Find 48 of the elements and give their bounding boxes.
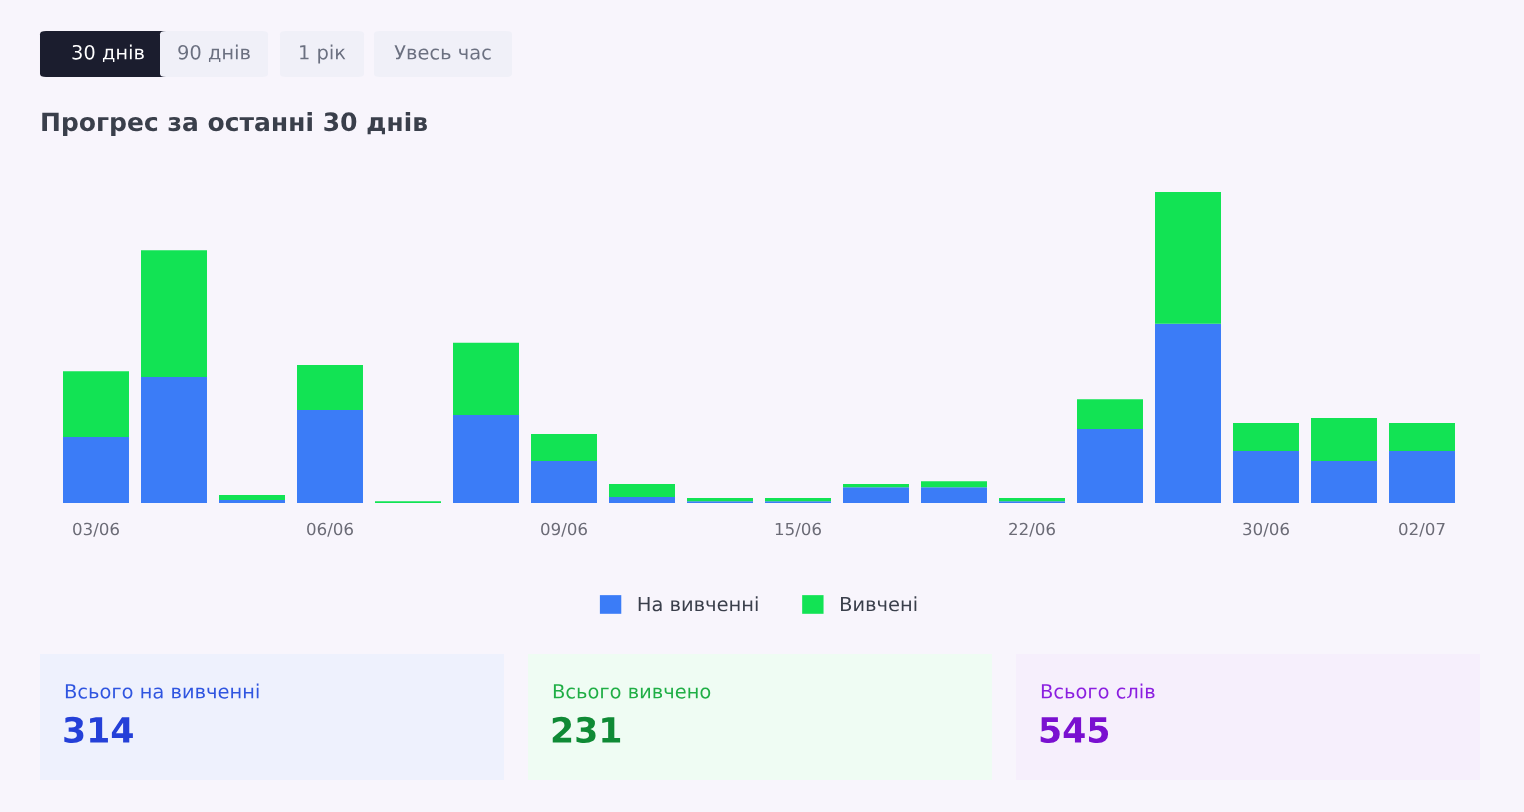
x-tick-label: 22/06 <box>1009 522 1055 537</box>
bar <box>453 414 519 503</box>
bar <box>219 494 285 500</box>
bar <box>531 433 597 462</box>
text: 545 <box>1040 717 1109 744</box>
bar <box>1233 451 1299 503</box>
legend-label: На вивченні <box>638 596 758 612</box>
x-tick-label: 15/06 <box>775 522 821 537</box>
bar <box>1155 192 1221 324</box>
text: 1 рік <box>300 44 346 64</box>
bar <box>297 410 363 503</box>
bar <box>531 461 597 503</box>
x-tick-label: 06/06 <box>307 522 353 537</box>
bar <box>843 484 909 488</box>
bar <box>63 437 129 503</box>
x-tick-label: 02/07 <box>1399 522 1445 537</box>
chart-title: Прогрес за останні 30 днів <box>42 111 427 137</box>
bar <box>1155 323 1221 503</box>
bar <box>141 250 207 378</box>
bar <box>609 497 675 503</box>
bar <box>453 342 519 415</box>
bar <box>1389 423 1455 452</box>
bar <box>1077 428 1143 503</box>
bar <box>609 484 675 498</box>
bar <box>63 371 129 438</box>
text: 30 днів <box>72 44 144 63</box>
x-tick-label: 30/06 <box>1243 522 1289 537</box>
text: 314 <box>64 716 133 744</box>
bar <box>1311 461 1377 503</box>
x-tick-label: 09/06 <box>541 522 587 537</box>
text: Всього вивчено <box>553 684 711 699</box>
bar <box>141 377 207 503</box>
bar <box>843 487 909 503</box>
text: Увесь час <box>394 45 491 60</box>
x-tick-label: 03/06 <box>73 522 119 537</box>
bar <box>1233 423 1299 452</box>
text: Всього слів <box>1041 683 1155 699</box>
legend-label: Вивчені <box>841 596 917 612</box>
bar <box>1077 399 1143 429</box>
bar <box>1389 451 1455 503</box>
bar <box>297 364 363 411</box>
bar <box>1311 418 1377 462</box>
bar <box>219 499 285 503</box>
bar <box>921 481 987 488</box>
text: 90 днів <box>178 44 250 63</box>
text: Всього на вивченні <box>65 683 259 699</box>
text: 231 <box>552 716 621 744</box>
bar <box>921 487 987 503</box>
